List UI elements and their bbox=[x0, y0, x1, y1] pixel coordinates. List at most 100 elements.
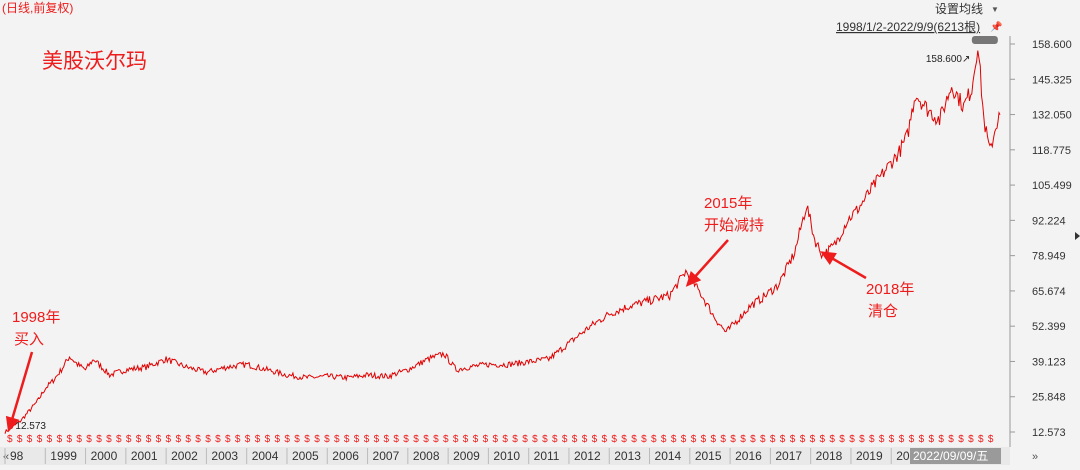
x-tick-label: 2015 bbox=[695, 449, 722, 463]
selected-date-label: 2022/09/09/五 bbox=[913, 449, 988, 463]
dividend-marker: $ bbox=[344, 434, 350, 445]
dividend-marker: $ bbox=[978, 434, 984, 445]
x-tick-label: 2018 bbox=[816, 449, 843, 463]
annotation-line: 清仓 bbox=[868, 303, 898, 320]
x-tick-label: 2000 bbox=[91, 449, 118, 463]
y-tick-label: 158.600 bbox=[1032, 39, 1072, 51]
y-tick-label: 105.499 bbox=[1032, 180, 1072, 192]
dividend-marker: $ bbox=[780, 434, 786, 445]
dividend-marker: $ bbox=[493, 434, 499, 445]
dividend-marker: $ bbox=[631, 434, 637, 445]
x-tick-label: 2010 bbox=[493, 449, 520, 463]
dividend-marker: $ bbox=[919, 434, 925, 445]
y-tick-label: 39.123 bbox=[1032, 356, 1066, 368]
dividend-marker: $ bbox=[314, 434, 320, 445]
dividend-marker: $ bbox=[126, 434, 132, 445]
dividend-marker: $ bbox=[760, 434, 766, 445]
dividend-marker: $ bbox=[542, 434, 548, 445]
annotation-line: 1998年 bbox=[12, 309, 60, 326]
dividend-marker: $ bbox=[76, 434, 82, 445]
max-price-highlight bbox=[971, 36, 998, 44]
x-tick-label: 2012 bbox=[574, 449, 601, 463]
scroll-left-icon[interactable]: « bbox=[3, 451, 9, 463]
dividend-marker: $ bbox=[106, 434, 112, 445]
selected-date-highlight bbox=[910, 448, 1001, 464]
dividend-marker: $ bbox=[86, 434, 92, 445]
ma-settings-control[interactable]: 设置均线 ▼ bbox=[935, 2, 999, 16]
y-tick-label: 52.399 bbox=[1032, 321, 1066, 333]
dividend-marker: $ bbox=[859, 434, 865, 445]
annotation-line: 买入 bbox=[14, 331, 44, 348]
dividend-marker: $ bbox=[27, 434, 33, 445]
dividend-marker: $ bbox=[711, 434, 717, 445]
dividend-marker: $ bbox=[473, 434, 479, 445]
dividend-marker: $ bbox=[968, 434, 974, 445]
dividend-marker: $ bbox=[750, 434, 756, 445]
dividend-marker: $ bbox=[304, 434, 310, 445]
chart-mode-label: (日线,前复权) bbox=[2, 0, 73, 15]
dividend-marker: $ bbox=[166, 434, 172, 445]
dividend-marker: $ bbox=[423, 434, 429, 445]
dividend-marker: $ bbox=[701, 434, 707, 445]
dividend-marker: $ bbox=[849, 434, 855, 445]
dividend-marker: $ bbox=[463, 434, 469, 445]
chevron-down-icon[interactable]: ▼ bbox=[991, 5, 999, 14]
x-tick-label: 2005 bbox=[292, 449, 319, 463]
x-tick-label: 2017 bbox=[775, 449, 802, 463]
pin-icon[interactable]: 📌 bbox=[990, 20, 1003, 33]
dividend-marker: $ bbox=[770, 434, 776, 445]
dividend-marker: $ bbox=[790, 434, 796, 445]
dividend-marker: $ bbox=[483, 434, 489, 445]
dividend-marker: $ bbox=[829, 434, 835, 445]
dividend-marker: $ bbox=[225, 434, 231, 445]
dividend-marker: $ bbox=[195, 434, 201, 445]
annotation-line: 开始减持 bbox=[704, 217, 764, 234]
dividend-marker: $ bbox=[156, 434, 162, 445]
x-tick-label: 2001 bbox=[131, 449, 158, 463]
dividend-marker: $ bbox=[562, 434, 568, 445]
annotation-1998-buy: 1998年 买入 bbox=[5, 309, 60, 433]
dividend-marker: $ bbox=[889, 434, 895, 445]
y-axis: 158.600 145.325 132.050 118.775 105.499 92.22… bbox=[1009, 36, 1072, 447]
expand-right-icon[interactable] bbox=[1075, 232, 1080, 240]
dividend-markers: $ $ $ $ $ $ $ $ $ $ $ $ $ $ $ $ $ $ $ $ $ $ $ $ $ $ $ $ $ $ $ $ $ $ $ $ $ $ $ $… bbox=[7, 434, 994, 445]
y-tick-label: 78.949 bbox=[1032, 251, 1066, 263]
dividend-marker: $ bbox=[235, 434, 241, 445]
dividend-marker: $ bbox=[929, 434, 935, 445]
dividend-marker: $ bbox=[582, 434, 588, 445]
scroll-right-icon[interactable]: » bbox=[1032, 451, 1038, 463]
y-tick-label: 65.674 bbox=[1032, 286, 1066, 298]
x-tick-label: 2019 bbox=[856, 449, 883, 463]
dividend-marker: $ bbox=[17, 434, 23, 445]
min-price-label: ↙12.573 bbox=[7, 421, 46, 432]
dividend-marker: $ bbox=[839, 434, 845, 445]
dividend-marker: $ bbox=[532, 434, 538, 445]
dividend-marker: $ bbox=[265, 434, 271, 445]
x-tick-label: 98 bbox=[10, 449, 24, 463]
dividend-marker: $ bbox=[185, 434, 191, 445]
dividend-marker: $ bbox=[403, 434, 409, 445]
y-tick-label: 12.573 bbox=[1032, 427, 1066, 439]
dividend-marker: $ bbox=[453, 434, 459, 445]
dividend-marker: $ bbox=[909, 434, 915, 445]
y-tick-label: 118.775 bbox=[1032, 145, 1071, 157]
ma-settings-label[interactable]: 设置均线 bbox=[935, 2, 983, 16]
y-tick-label: 92.224 bbox=[1032, 215, 1066, 227]
x-tick-label: 2004 bbox=[252, 449, 279, 463]
dividend-marker: $ bbox=[730, 434, 736, 445]
annotation-arrow bbox=[685, 239, 729, 287]
dividend-marker: $ bbox=[146, 434, 152, 445]
dividend-marker: $ bbox=[800, 434, 806, 445]
x-tick-label: 2008 bbox=[413, 449, 440, 463]
date-range-label: 1998/1/2-2022/9/9(6213根) bbox=[836, 20, 980, 34]
dividend-marker: $ bbox=[443, 434, 449, 445]
dividend-marker: $ bbox=[899, 434, 905, 445]
dividend-marker: $ bbox=[275, 434, 281, 445]
x-tick-label: 2009 bbox=[453, 449, 480, 463]
dividend-marker: $ bbox=[374, 434, 380, 445]
dividend-marker: $ bbox=[592, 434, 598, 445]
chart-title: 美股沃尔玛 bbox=[42, 50, 147, 73]
